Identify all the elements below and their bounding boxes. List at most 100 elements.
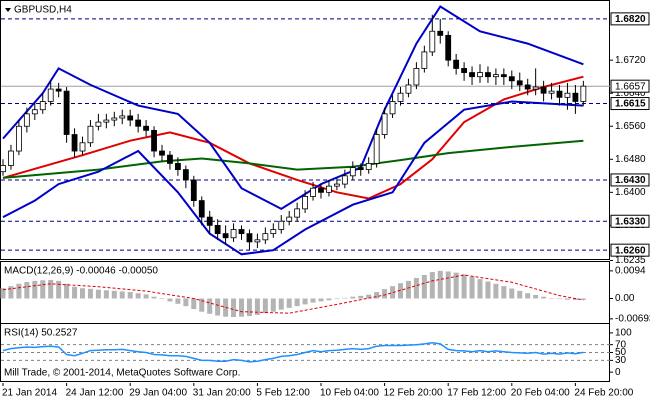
candle-body xyxy=(262,233,269,241)
histogram-bar xyxy=(40,280,46,299)
level-label: 1.6430 xyxy=(615,175,646,186)
candle-body xyxy=(182,169,189,181)
histogram-bar xyxy=(8,286,14,299)
histogram-bar xyxy=(413,277,419,299)
histogram-bar xyxy=(0,288,6,299)
candle-body xyxy=(63,90,70,135)
candle-body xyxy=(198,200,205,218)
candle-body xyxy=(47,88,54,102)
candle-body xyxy=(524,84,531,90)
histogram-bar xyxy=(270,298,276,312)
candle-body xyxy=(214,224,221,235)
candle-body xyxy=(159,150,165,156)
candle-body xyxy=(413,68,420,86)
histogram-bar xyxy=(310,298,316,303)
y-tick-label: 1.6235 xyxy=(615,255,646,266)
histogram-bar xyxy=(398,283,403,299)
panel-title: GBPUSD,H4 xyxy=(14,5,72,16)
candle-body xyxy=(230,229,237,239)
x-tick-label: 24 Feb 20:00 xyxy=(574,388,633,399)
histogram-bar xyxy=(326,298,332,301)
candle-body xyxy=(71,134,78,152)
panel-frame xyxy=(0,0,610,260)
histogram-bar xyxy=(207,298,213,314)
candle-body xyxy=(333,183,340,187)
candle-body xyxy=(190,179,197,201)
histogram-bar xyxy=(358,295,364,299)
candle-body xyxy=(127,115,134,121)
candle-body xyxy=(95,121,102,127)
panel-title: MACD(12,26,9) -0.00046 -0.00050 xyxy=(4,266,158,277)
histogram-bar xyxy=(246,298,252,317)
candle-body xyxy=(15,125,22,152)
level-box xyxy=(610,243,650,257)
candle-body xyxy=(55,88,62,92)
histogram-bar xyxy=(469,276,475,299)
level-box xyxy=(610,97,650,111)
candle-body xyxy=(143,125,150,131)
level-box xyxy=(610,12,650,26)
candle-body xyxy=(238,229,245,235)
x-tick-label: 21 Jan 2014 xyxy=(2,388,57,399)
candle-body xyxy=(548,90,555,94)
candle-body xyxy=(151,129,157,152)
histogram-bar xyxy=(135,293,141,299)
x-tick-label: 24 Jan 12:00 xyxy=(66,388,124,399)
candle-body xyxy=(508,76,515,82)
histogram-bar xyxy=(56,280,62,299)
x-tick-label: 10 Feb 04:00 xyxy=(320,388,379,399)
x-tick-label: 5 Feb 12:00 xyxy=(256,388,310,399)
histogram-bar xyxy=(294,298,300,307)
candle-body xyxy=(103,119,110,123)
level-box xyxy=(610,173,650,187)
candle-body xyxy=(469,72,475,78)
histogram-bar xyxy=(151,296,157,299)
histogram-bar xyxy=(501,286,507,299)
y-tick-label: 50 xyxy=(615,347,627,358)
candle-body xyxy=(381,113,388,135)
candle-body xyxy=(302,196,309,210)
histogram-bar xyxy=(493,283,499,299)
candle-body xyxy=(278,220,285,230)
level-label: 1.6330 xyxy=(615,216,646,227)
candle-body xyxy=(167,154,173,164)
histogram-bar xyxy=(231,298,237,318)
y-tick-label: 0 xyxy=(615,367,621,378)
candle-body xyxy=(79,142,86,152)
histogram-bar xyxy=(32,280,38,299)
x-tick-label: 12 Feb 20:00 xyxy=(384,388,443,399)
histogram-bar xyxy=(366,294,372,299)
candle-body xyxy=(8,150,14,166)
histogram-bar xyxy=(286,298,292,308)
histogram-bar xyxy=(541,296,547,299)
histogram-bar xyxy=(374,292,380,299)
level-box xyxy=(610,214,650,228)
histogram-bar xyxy=(24,282,30,299)
histogram-bar xyxy=(517,290,523,299)
histogram-bar xyxy=(461,274,467,299)
histogram-bar xyxy=(262,298,268,314)
y-tick-label: 30 xyxy=(615,355,627,366)
candle-body xyxy=(556,90,563,98)
candle-body xyxy=(405,84,412,94)
candle-body xyxy=(421,51,428,69)
candle-body xyxy=(318,187,324,193)
histogram-bar xyxy=(485,281,491,299)
candle-body xyxy=(349,167,356,177)
x-tick-label: 20 Feb 04:00 xyxy=(511,388,570,399)
candle-body xyxy=(572,92,579,102)
histogram-bar xyxy=(48,279,54,299)
histogram-bar xyxy=(72,286,78,299)
panel-title: RSI(14) 50.2527 xyxy=(4,328,78,339)
candle-body xyxy=(580,85,587,102)
indicator-line xyxy=(2,5,584,211)
histogram-bar xyxy=(453,272,459,299)
candle-body xyxy=(31,109,38,115)
histogram-bar xyxy=(191,298,197,310)
annotation: Mill Trade, © 2001-2014, MetaQuotes Soft… xyxy=(4,368,240,379)
candle-body xyxy=(254,239,261,243)
y-tick-label: 1.6560 xyxy=(615,121,646,132)
candle-body xyxy=(326,185,332,193)
histogram-bar xyxy=(445,271,451,299)
